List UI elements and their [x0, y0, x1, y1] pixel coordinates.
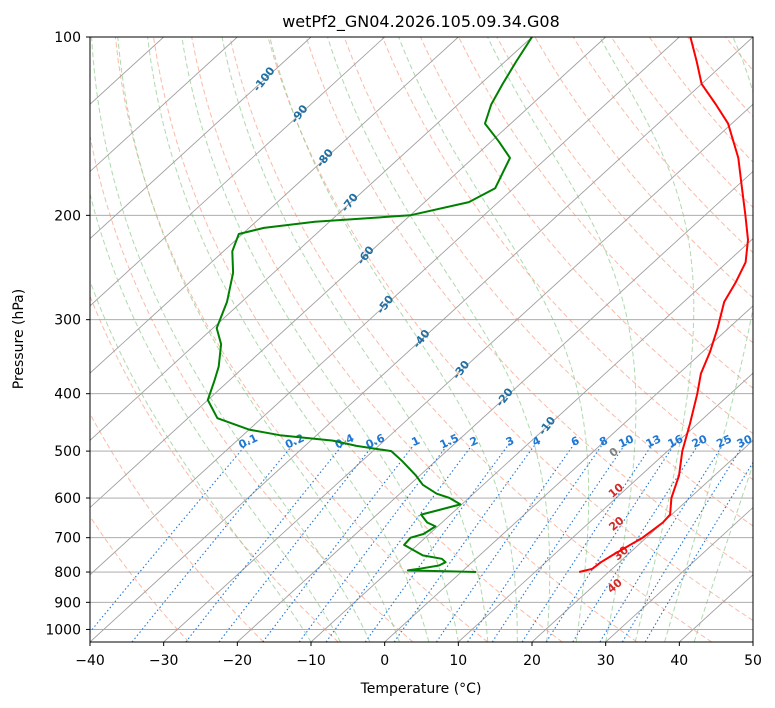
mixing-ratio-line	[218, 440, 378, 642]
mixing-ratio-line	[467, 440, 606, 642]
isotherm-line	[384, 305, 753, 642]
moist-adiabat-line	[269, 37, 518, 642]
moist-adiabat-line	[221, 37, 489, 642]
dry-adiabat-line	[534, 37, 753, 299]
y-tick-label: 700	[54, 531, 81, 547]
mixing-ratio-line	[572, 440, 702, 642]
isotherm-line	[237, 170, 753, 642]
moist-adiabat-line	[147, 37, 430, 642]
x-tick-label: 20	[523, 653, 541, 669]
y-axis-title: Pressure (hPa)	[11, 289, 27, 389]
moist-adiabat-line	[664, 37, 753, 642]
x-tick-label: −30	[149, 653, 179, 669]
mixing-ratio-line	[545, 440, 678, 642]
mixing-ratio-line	[90, 440, 251, 633]
x-tick-label: −10	[296, 653, 326, 669]
x-tick-label: 10	[449, 653, 467, 669]
mixing-ratio-label: 13	[644, 432, 663, 450]
dry-adiabat-line	[267, 37, 753, 622]
isotherm-line	[163, 103, 753, 642]
mixing-ratio-label: 25	[714, 432, 733, 450]
dry-adiabat-line	[305, 37, 753, 574]
dry-adiabat-line	[90, 412, 264, 642]
isotherm-line	[90, 37, 459, 374]
moist-adiabat-line	[398, 37, 590, 642]
mixing-ratio-label: 30	[735, 432, 755, 450]
isotherm-line	[90, 37, 312, 240]
isotherm-line	[458, 372, 753, 642]
isotherm-line	[90, 37, 533, 441]
moist-adiabat-line	[693, 462, 753, 642]
chart-title: wetPf2_GN04.2026.105.09.34.G08	[282, 12, 560, 32]
y-tick-label: 800	[54, 565, 81, 581]
isotherm-line	[531, 439, 753, 642]
y-tick-label: 200	[54, 208, 81, 224]
x-tick-label: −40	[75, 653, 105, 669]
mixing-ratio-label: 10	[617, 432, 637, 450]
isotherm-line	[90, 37, 680, 576]
mixing-ratio-line	[521, 440, 656, 642]
moist-adiabat-line	[181, 37, 459, 642]
moist-adiabat-line	[91, 37, 371, 642]
mixing-ratio-label: 16	[666, 432, 686, 450]
mixing-ratio-line	[435, 440, 578, 642]
dry-adiabat-line	[458, 37, 753, 389]
x-tick-label: −20	[223, 653, 253, 669]
dry-adiabat-line	[343, 37, 753, 527]
mixing-ratio-label: 20	[690, 432, 710, 450]
mixing-ratio-line	[644, 461, 753, 642]
temperature-line	[578, 37, 749, 573]
x-tick-label: 0	[380, 653, 389, 669]
y-tick-label: 500	[54, 444, 81, 460]
dry-adiabat-line	[153, 37, 563, 642]
mixing-ratio-line	[325, 440, 476, 642]
isotherm-line	[605, 506, 753, 642]
y-tick-label: 100	[54, 30, 81, 46]
isotherm-line	[90, 37, 385, 307]
moist-adiabat-line	[599, 37, 695, 642]
isotherm-line	[90, 37, 238, 173]
mixing-ratio-line	[364, 440, 512, 642]
moist-adiabat-line	[117, 37, 400, 642]
x-tick-label: 30	[597, 653, 615, 669]
plot-frame	[89, 36, 754, 643]
isotherm-line	[90, 37, 753, 642]
moist-adiabat-line	[487, 37, 637, 642]
dry-adiabat-line	[420, 37, 753, 435]
y-tick-label: 900	[54, 595, 81, 611]
y-tick-label: 600	[54, 491, 81, 507]
mixing-ratio-line	[491, 440, 629, 642]
dry-adiabat-line	[229, 37, 712, 642]
isotherm-line	[310, 238, 753, 642]
dewpoint-line	[206, 37, 533, 573]
y-tick-label: 1000	[45, 622, 81, 638]
moist-adiabat-line	[90, 192, 341, 642]
y-tick-label: 400	[54, 387, 81, 403]
x-tick-label: 40	[670, 653, 688, 669]
dry-adiabat-line	[381, 37, 753, 481]
dry-adiabat-line	[114, 37, 488, 642]
plot-area: 0.10.20.40.611.52346810131620253036-100-…	[90, 37, 755, 642]
x-axis-title: Temperature (°C)	[360, 681, 482, 697]
x-tick-label: 50	[744, 653, 762, 669]
dry-adiabat-line	[496, 37, 753, 344]
y-tick-label: 300	[54, 313, 81, 329]
mixing-ratio-line	[131, 440, 297, 642]
mixing-ratio-line	[599, 440, 727, 642]
mixing-ratio-line	[621, 440, 747, 642]
